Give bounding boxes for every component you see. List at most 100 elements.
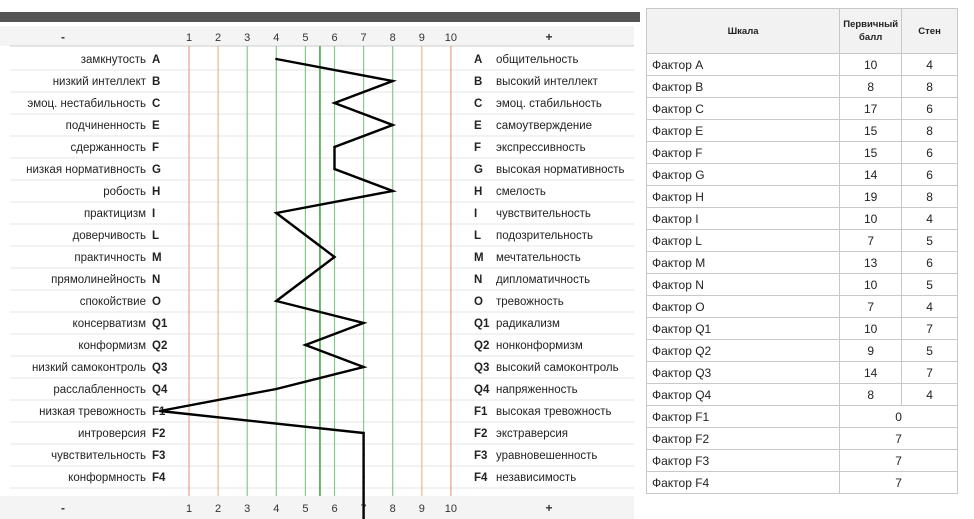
profile-point-i (275, 211, 278, 215)
tick-label-bottom: 3 (244, 503, 250, 515)
factor-right-label: подозрительность (496, 230, 593, 242)
factor-code-left: O (152, 296, 161, 308)
minus-sign-bottom: - (61, 501, 65, 515)
factor-code-right: Q3 (474, 362, 489, 374)
factor-right-label: высокий интеллект (496, 76, 599, 88)
factor-name-cell: Фактор A (645, 53, 841, 76)
factor-code-left: G (152, 164, 161, 176)
primary-score-cell: 14 (839, 361, 903, 384)
factor-code-left: L (152, 230, 159, 242)
primary-score-cell: 7 (839, 229, 903, 252)
primary-score-cell: 7 (839, 295, 903, 318)
factor-code-left: N (152, 274, 160, 286)
factor-name-cell: Фактор C (645, 97, 841, 120)
factor-left-label: конформизм (78, 340, 146, 352)
factor-right-label: нонконформизм (496, 340, 583, 352)
factor-name-cell: Фактор N (645, 273, 841, 296)
profile-point-c (333, 101, 336, 105)
factor-code-left: I (152, 208, 155, 220)
factor-right-label: эмоц. стабильность (496, 98, 602, 110)
factor-code-left: F3 (152, 450, 165, 462)
factor-left-label: низкая нормативность (26, 164, 146, 176)
factor-left-label: доверчивость (73, 230, 146, 242)
sten-cell: 7 (901, 317, 958, 340)
factor-right-label: экстраверсия (496, 428, 568, 440)
primary-score-cell: 9 (839, 339, 903, 362)
factor-code-right: I (474, 208, 477, 220)
minus-sign-top: - (61, 30, 65, 44)
plus-sign-top: + (545, 30, 552, 44)
factor-code-right: G (474, 164, 483, 176)
results-table-panel: Шкала Первичный балл Стен Фактор A 10 4 Фак… (645, 8, 958, 494)
factor-code-right: B (474, 76, 482, 88)
tick-label-top: 8 (390, 32, 396, 44)
results-table: Шкала Первичный балл Стен Фактор A 10 4 Фак… (645, 8, 958, 494)
sten-cell: 6 (901, 97, 958, 120)
primary-score-cell: 10 (839, 53, 903, 76)
profile-point-a (275, 57, 278, 61)
factor-code-right: Q1 (474, 318, 490, 330)
factor-name-cell: Фактор B (645, 75, 841, 98)
factor-left-label: прямолинейность (51, 274, 146, 286)
primary-score-cell: 8 (839, 383, 903, 406)
profile-point-l (304, 233, 307, 237)
factor-name-cell: Фактор Q2 (645, 339, 841, 362)
factor-code-right: H (474, 186, 482, 198)
primary-score-cell: 10 (839, 273, 903, 296)
factor-right-label: тревожность (496, 296, 564, 308)
factor-left-label: практицизм (84, 208, 146, 220)
sten-cell: 8 (901, 119, 958, 142)
tick-label-bottom: 8 (390, 503, 396, 515)
sten-cell: 5 (901, 273, 958, 296)
factor-right-label: радикализм (496, 318, 560, 330)
factor-left-label: конформность (68, 472, 146, 484)
factor-name-cell: Фактор F3 (645, 449, 841, 472)
profile-point-f (333, 145, 336, 149)
factor-left-label: робость (103, 186, 146, 198)
primary-score-cell: 10 (839, 317, 903, 340)
profile-point-q2 (304, 343, 307, 347)
table-row: Фактор H 19 8 (645, 185, 958, 208)
factor-code-left: M (152, 252, 162, 264)
profile-point-o (275, 299, 278, 303)
merged-value-cell: 7 (839, 471, 958, 494)
factor-code-left: Q3 (152, 362, 167, 374)
profile-point-q3 (362, 365, 365, 369)
factor-right-label: независимость (496, 472, 576, 484)
tick-label-top: 7 (361, 32, 367, 44)
factor-code-right: C (474, 98, 482, 110)
factor-code-left: Q2 (152, 340, 167, 352)
sten-cell: 8 (901, 75, 958, 98)
factor-name-cell: Фактор G (645, 163, 841, 186)
sten-cell: 4 (901, 53, 958, 76)
factor-right-label: уравновешенность (496, 450, 597, 462)
primary-score-cell: 17 (839, 97, 903, 120)
chart-header-band (0, 26, 634, 46)
primary-score-cell: 14 (839, 163, 903, 186)
tick-label-bottom: 10 (445, 503, 457, 515)
factor-code-right: N (474, 274, 482, 286)
primary-score-cell: 15 (839, 119, 903, 142)
factor-name-cell: Фактор Q1 (645, 317, 841, 340)
profile-point-q1 (362, 321, 365, 325)
factor-code-right: Q2 (474, 340, 489, 352)
profile-point-e (391, 123, 394, 127)
factor-left-label: консерватизм (73, 318, 147, 330)
factor-right-label: общительность (496, 54, 578, 66)
factor-right-label: высокая нормативность (496, 164, 625, 176)
merged-value-cell: 0 (839, 405, 958, 428)
factor-code-right: F (474, 142, 481, 154)
factor-code-left: Q4 (152, 384, 168, 396)
profile-point-q4 (275, 387, 278, 391)
factor-code-right: Q4 (474, 384, 490, 396)
factor-code-left: F (152, 142, 159, 154)
sten-cell: 4 (901, 207, 958, 230)
factor-name-cell: Фактор F2 (645, 427, 841, 450)
factor-right-label: высокий самоконтроль (496, 362, 619, 374)
table-row: Фактор Q3 14 7 (645, 361, 958, 384)
sten-cell: 8 (901, 185, 958, 208)
sten-cell: 4 (901, 295, 958, 318)
